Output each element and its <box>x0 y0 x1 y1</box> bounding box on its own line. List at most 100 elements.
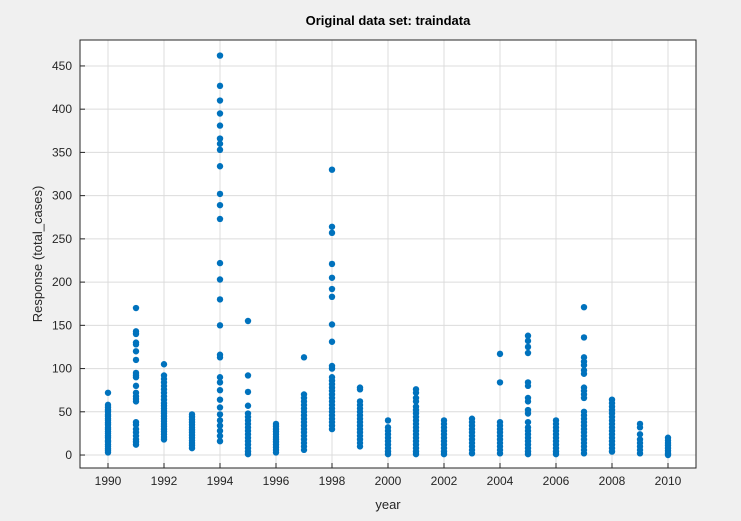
data-point <box>580 450 588 457</box>
data-point <box>216 190 224 198</box>
data-point <box>356 443 364 450</box>
x-tick-label: 2002 <box>431 474 458 488</box>
data-point <box>524 343 532 351</box>
data-point <box>328 293 336 300</box>
x-tick-label: 2006 <box>543 474 570 488</box>
data-point <box>216 122 224 129</box>
y-tick-label: 250 <box>52 232 72 246</box>
data-point <box>412 398 420 405</box>
data-point <box>132 374 140 381</box>
data-point <box>524 349 532 357</box>
data-point <box>216 417 224 424</box>
data-point <box>468 450 476 457</box>
data-point <box>328 425 336 433</box>
data-point <box>104 389 112 396</box>
data-point <box>608 448 616 455</box>
data-point <box>524 450 532 458</box>
data-point <box>300 354 308 361</box>
data-point <box>580 394 588 402</box>
x-tick-label: 1990 <box>95 474 122 488</box>
y-axis-label: Response (total_cases) <box>30 186 45 323</box>
data-point <box>552 450 560 458</box>
data-point <box>132 341 140 348</box>
data-point <box>216 140 224 147</box>
data-point <box>272 449 280 456</box>
data-point <box>216 379 224 386</box>
data-point <box>244 402 252 409</box>
y-tick-label: 400 <box>52 102 72 116</box>
y-tick-label: 350 <box>52 145 72 159</box>
y-tick-label: 0 <box>65 448 72 462</box>
data-point <box>412 450 420 458</box>
data-point <box>328 274 336 281</box>
data-point <box>636 424 644 431</box>
y-tick-label: 300 <box>52 189 72 203</box>
y-tick-label: 150 <box>52 318 72 332</box>
data-point <box>216 135 224 142</box>
data-point <box>216 396 224 403</box>
data-point <box>160 361 168 368</box>
y-tick-label: 450 <box>52 59 72 73</box>
data-point <box>216 422 224 429</box>
data-point <box>580 334 588 341</box>
data-point <box>244 388 252 396</box>
data-point <box>216 97 224 104</box>
data-point <box>216 354 224 361</box>
data-point <box>216 201 224 209</box>
data-point <box>216 215 224 223</box>
data-point <box>216 322 224 329</box>
data-point <box>216 146 224 154</box>
data-point <box>328 338 336 345</box>
data-point <box>132 304 140 312</box>
data-point <box>216 259 224 267</box>
data-point <box>216 110 224 117</box>
data-point <box>524 398 532 405</box>
data-point <box>524 337 532 345</box>
data-point <box>216 82 224 90</box>
data-point <box>216 411 224 418</box>
data-point <box>244 450 252 458</box>
data-point <box>160 436 168 443</box>
x-tick-label: 1996 <box>263 474 290 488</box>
data-point <box>384 417 392 424</box>
data-point <box>524 410 532 417</box>
data-point <box>496 350 504 358</box>
data-point <box>216 404 224 411</box>
data-point <box>132 382 140 390</box>
x-tick-label: 2000 <box>375 474 402 488</box>
data-point <box>132 348 140 355</box>
data-point <box>216 52 224 59</box>
data-point <box>328 229 336 237</box>
data-point <box>216 374 224 381</box>
data-point <box>580 361 588 369</box>
chart-title: Original data set: traindata <box>306 13 471 28</box>
x-axis-ticks: 1990 1992 1994 1996 1998 2000 2002 2004 2006 2008… <box>95 463 682 488</box>
y-axis-ticks: 0 50 100 150 200 250 300 350 400 450 <box>52 59 85 462</box>
y-tick-label: 200 <box>52 275 72 289</box>
data-point <box>328 365 336 372</box>
data-point <box>300 446 308 454</box>
x-tick-label: 1994 <box>207 474 234 488</box>
data-point <box>440 450 448 458</box>
data-point <box>636 431 644 438</box>
data-point <box>328 321 336 328</box>
data-point <box>132 398 140 405</box>
data-point <box>580 303 588 311</box>
x-tick-label: 2008 <box>599 474 626 488</box>
y-tick-label: 100 <box>52 362 72 376</box>
data-point <box>328 166 336 173</box>
data-point <box>328 260 336 268</box>
x-tick-label: 2010 <box>655 474 682 488</box>
data-point <box>496 379 504 386</box>
data-point <box>244 372 252 379</box>
data-point <box>384 450 392 458</box>
data-point <box>244 317 252 325</box>
data-point <box>216 296 224 303</box>
data-point <box>104 449 112 456</box>
data-point <box>412 389 420 396</box>
x-tick-label: 2004 <box>487 474 514 488</box>
data-point <box>132 356 140 364</box>
data-point <box>524 418 532 426</box>
data-points <box>104 52 672 459</box>
data-point <box>216 432 224 440</box>
